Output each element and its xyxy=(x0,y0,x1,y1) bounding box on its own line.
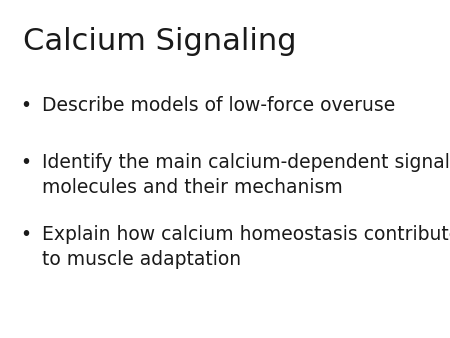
Text: Identify the main calcium-dependent signaling
molecules and their mechanism: Identify the main calcium-dependent sign… xyxy=(41,152,450,196)
Text: •: • xyxy=(20,225,32,244)
Text: •: • xyxy=(20,152,32,171)
Text: Describe models of low-force overuse: Describe models of low-force overuse xyxy=(41,96,395,116)
Text: Explain how calcium homeostasis contributes
to muscle adaptation: Explain how calcium homeostasis contribu… xyxy=(41,225,450,269)
Text: •: • xyxy=(20,96,32,116)
Text: Calcium Signaling: Calcium Signaling xyxy=(23,27,297,56)
